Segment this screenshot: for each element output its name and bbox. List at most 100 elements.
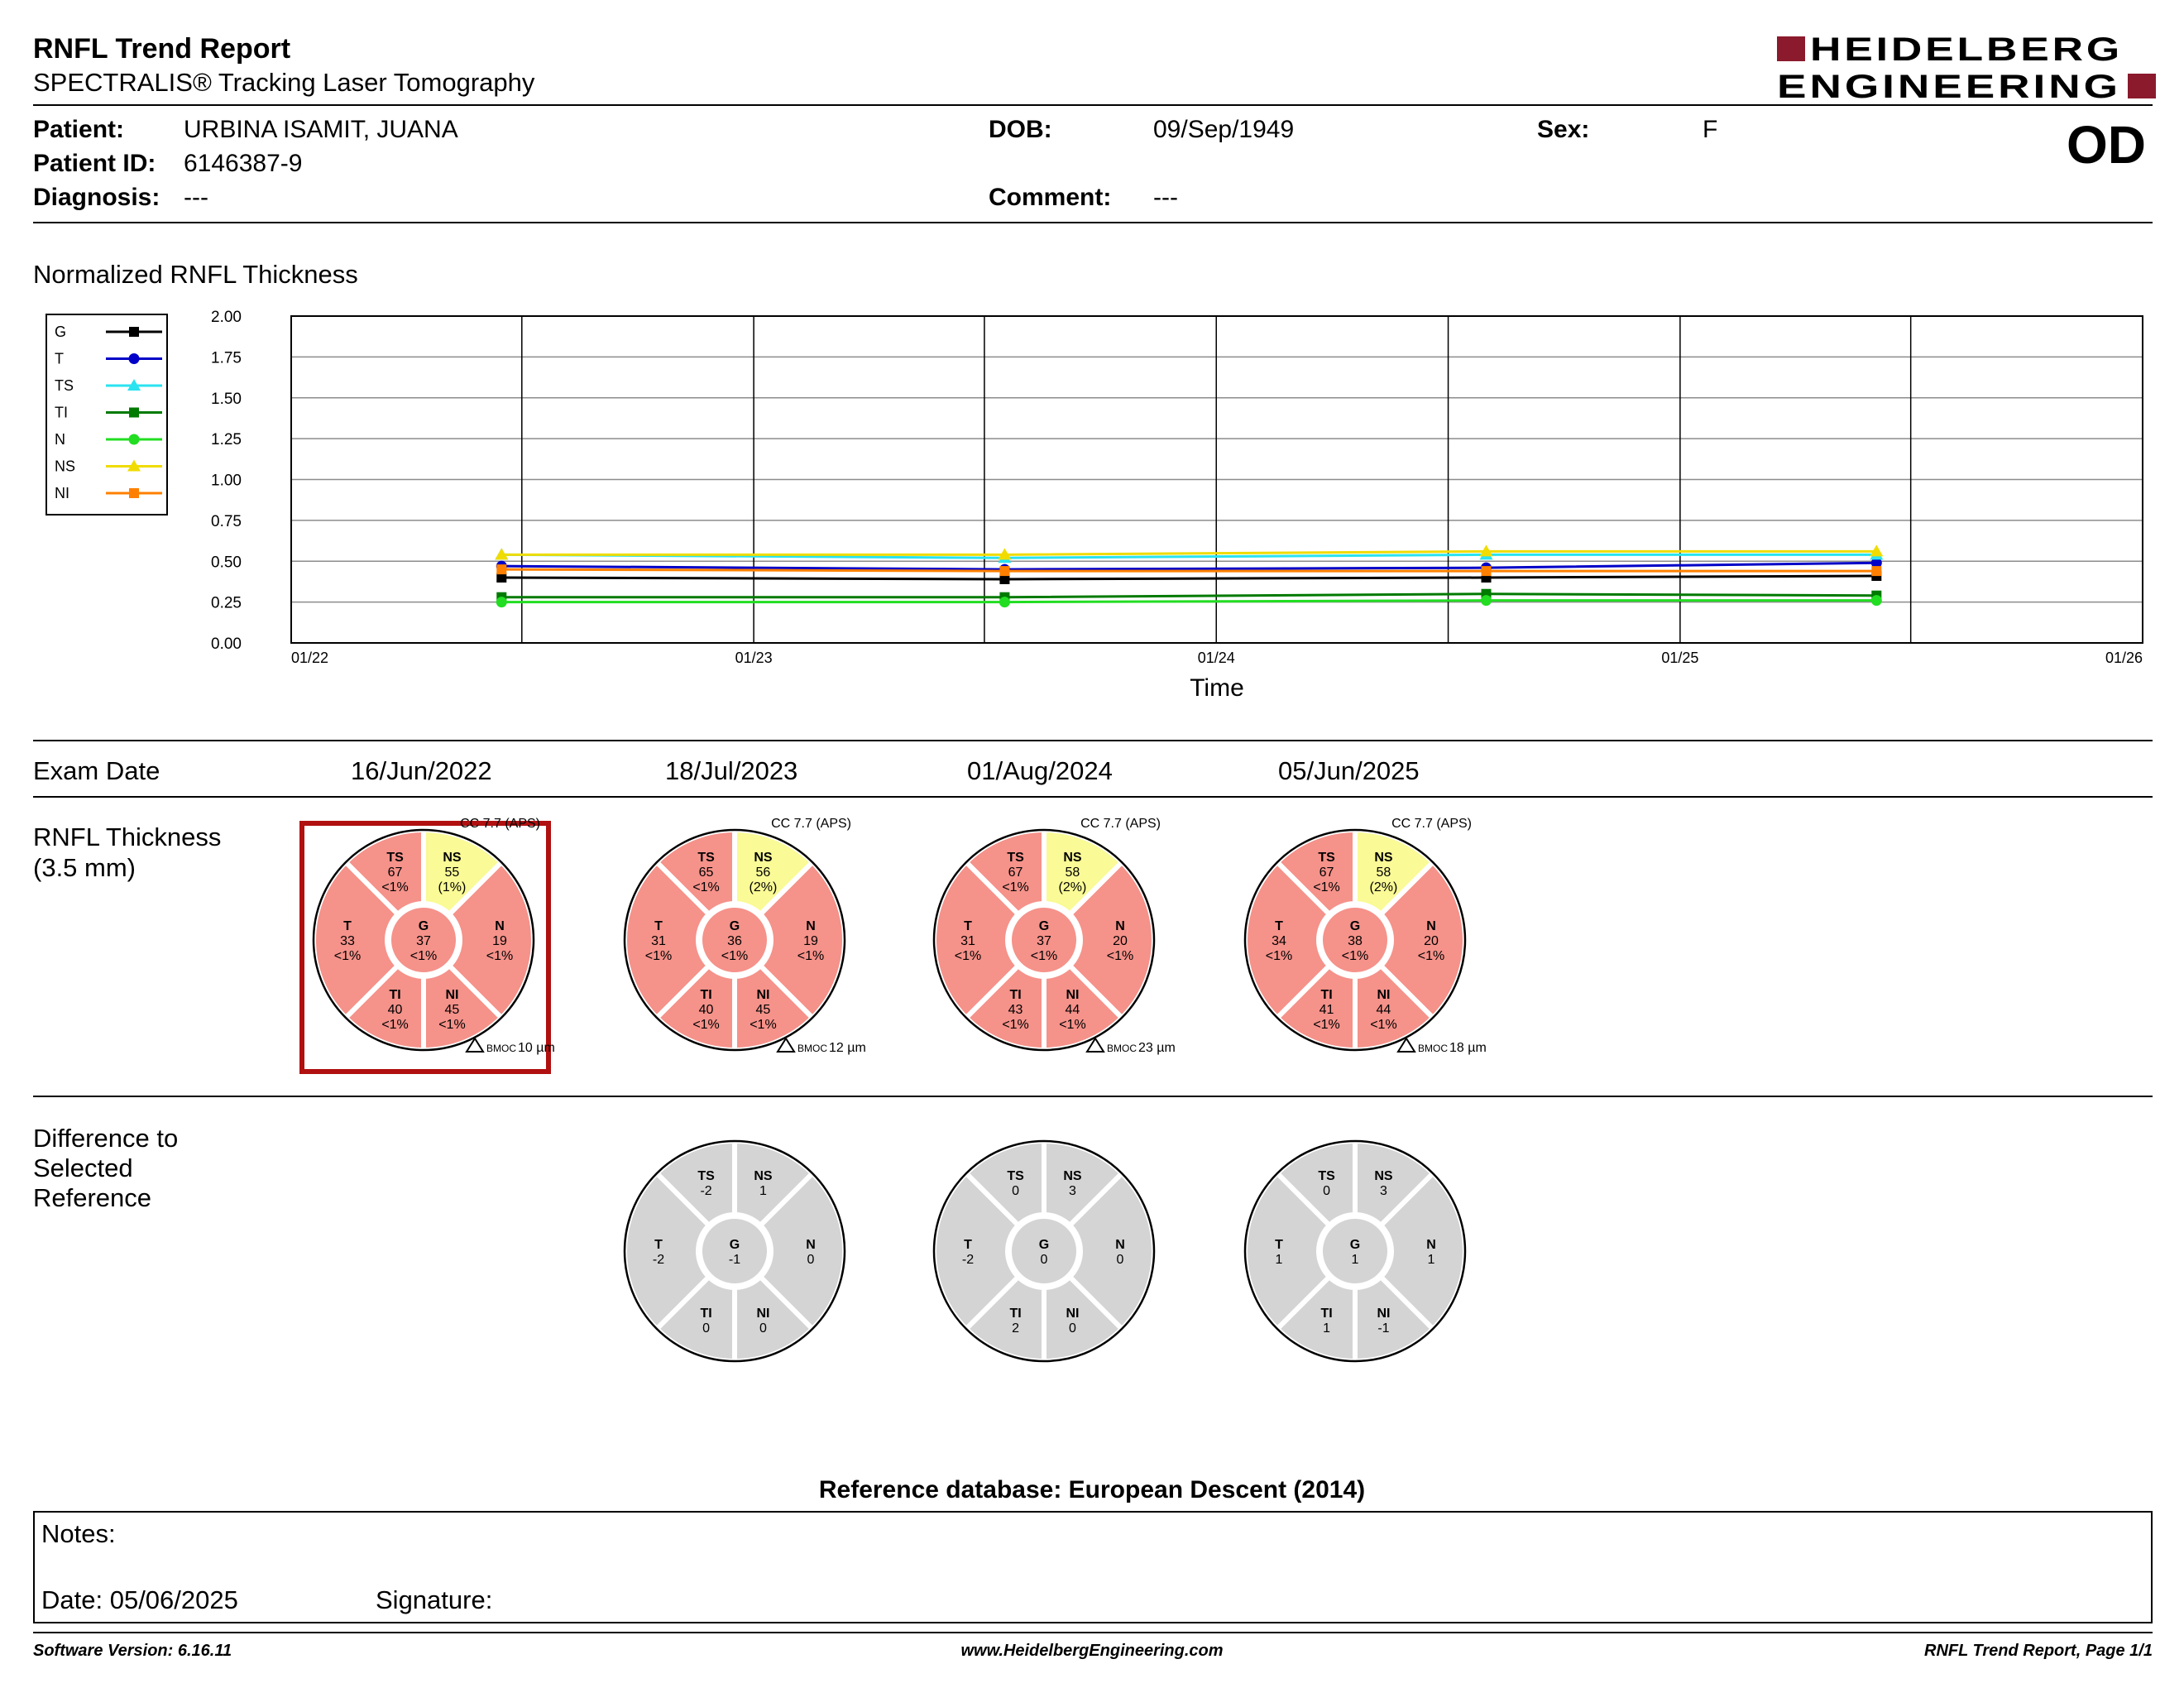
diff-4-text-g: G — [1350, 1238, 1360, 1252]
rnfl-1-text-g: 37 — [416, 934, 431, 948]
diff-2-text-n: 0 — [807, 1253, 815, 1267]
diff-2-sector-g — [697, 1214, 772, 1288]
rnfl-3-text-ns: 58 — [1066, 866, 1080, 880]
rnfl-4-text-ni: 44 — [1377, 1003, 1391, 1017]
diff-3-text-g: 0 — [1041, 1253, 1048, 1267]
rnfl-2-text-ns: NS — [754, 851, 773, 865]
exam-date-4: 05/Jun/2025 — [1278, 756, 1420, 785]
rnfl-2-text-ti: TI — [700, 988, 711, 1002]
logo-square-top — [1777, 36, 1805, 61]
legend-marker-ns — [127, 459, 141, 472]
exam-date-2: 18/Jul/2023 — [665, 756, 798, 785]
difference-label-3: Reference — [33, 1183, 152, 1212]
rnfl-3-text-t: <1% — [955, 949, 981, 963]
divider — [33, 104, 2153, 106]
rnfl-1-text-ni: NI — [445, 988, 458, 1002]
data-point-ni — [999, 566, 1010, 577]
rnfl-4-text-g: G — [1350, 919, 1360, 933]
series-line-ni — [501, 568, 1877, 573]
rnfl-4-text-n: 20 — [1424, 934, 1439, 948]
rnfl-1-sector-g — [386, 903, 461, 977]
software-version: Software Version: 6.16.11 — [33, 1642, 232, 1660]
diff-3-text-ts: TS — [1007, 1169, 1024, 1183]
data-point-g — [999, 573, 1010, 584]
signature-label: Signature: — [376, 1585, 493, 1614]
y-tick-label: 2.00 — [211, 309, 242, 326]
rnfl-2-sector-g — [697, 903, 772, 977]
rnfl-2-text-ts: 65 — [699, 866, 714, 880]
diff-3-text-ti: 2 — [1012, 1321, 1019, 1336]
page-number: RNFL Trend Report, Page 1/1 — [1924, 1642, 2153, 1660]
rnfl-4-text-ns: (2%) — [1370, 880, 1398, 894]
report-title: RNFL Trend Report — [33, 33, 291, 65]
rnfl-2-text-ti: 40 — [699, 1003, 714, 1017]
sex-value: F — [1703, 116, 1718, 143]
legend-marker-n — [128, 434, 140, 445]
rnfl-3-text-ni: 44 — [1066, 1003, 1080, 1017]
diff-4-text-ns: NS — [1374, 1169, 1393, 1183]
rnfl-3-text-ti: 43 — [1008, 1003, 1023, 1017]
diff-2-text-g: G — [730, 1238, 740, 1252]
diff-4-outline — [1243, 1139, 1467, 1363]
diff-3-text-t: -2 — [962, 1253, 974, 1267]
data-point-ni — [1481, 566, 1492, 577]
data-point-ns — [495, 548, 509, 560]
diff-2-text-ni: NI — [756, 1307, 769, 1321]
rnfl-3-text-ti: <1% — [1002, 1018, 1028, 1032]
rnfl-4-text-t: T — [1275, 919, 1283, 933]
rnfl-1-text-ts: <1% — [381, 880, 408, 894]
rnfl-1-text-ni: 45 — [445, 1003, 460, 1017]
rnfl-3-text-ti: TI — [1009, 988, 1021, 1002]
rnfl-4-text-ts: TS — [1318, 851, 1335, 865]
y-tick-label: 1.50 — [211, 391, 242, 408]
series-line-ts — [501, 553, 1877, 559]
diff-2-text-ti: TI — [700, 1307, 711, 1321]
x-tick-label: 01/22 — [291, 650, 328, 666]
legend-marker-ti — [129, 407, 139, 418]
report-subtitle: SPECTRALIS® Tracking Laser Tomography — [33, 68, 535, 97]
diff-2-text-ns: NS — [754, 1169, 773, 1183]
rnfl-1-text-ti: TI — [389, 988, 400, 1002]
rnfl-2-text-ti: <1% — [692, 1018, 719, 1032]
rnfl-3-text-g: G — [1039, 919, 1049, 933]
series-line-ti — [501, 592, 1877, 599]
rnfl-3-text-ts: TS — [1007, 851, 1024, 865]
rnfl-2-text-t: <1% — [645, 949, 672, 963]
rnfl-3-text-ni: <1% — [1059, 1018, 1085, 1032]
diff-2-text-ti: 0 — [702, 1321, 710, 1336]
rnfl-1-text-n: N — [495, 919, 505, 933]
patient-name: URBINA ISAMIT, JUANA — [184, 116, 458, 143]
legend-label-ns: NS — [55, 458, 75, 475]
website-link[interactable]: www.HeidelbergEngineering.com — [960, 1642, 1224, 1660]
rnfl-3-text-ns: NS — [1063, 851, 1082, 865]
data-point-n — [1481, 595, 1492, 607]
diff-2-text-ns: 1 — [759, 1184, 767, 1198]
rnfl-4-text-ts: <1% — [1313, 880, 1339, 894]
divider — [33, 222, 2153, 223]
diff-4-sector-g — [1318, 1214, 1392, 1288]
series-line-ns — [501, 549, 1877, 556]
bmoc-value: 10 µm — [518, 1041, 555, 1055]
diff-2-text-ni: 0 — [759, 1321, 767, 1336]
diagnosis-value: --- — [184, 184, 208, 211]
divider — [33, 740, 2153, 741]
data-point-n — [1870, 595, 1882, 607]
bmoc-label: BMOC — [1107, 1043, 1137, 1054]
rnfl-1-text-ts: 67 — [388, 866, 403, 880]
exam-date-1: 16/Jun/2022 — [351, 756, 492, 785]
rnfl-thickness-label: RNFL Thickness — [33, 822, 222, 851]
notes-box[interactable]: Notes: Date: 05/06/2025 Signature: — [33, 1511, 2153, 1623]
rnfl-3-text-ts: <1% — [1002, 880, 1028, 894]
diff-3-text-ns: 3 — [1069, 1184, 1076, 1198]
diff-4-text-n: N — [1426, 1238, 1436, 1252]
comment-value: --- — [1153, 184, 1178, 211]
rnfl-3-text-g: <1% — [1031, 949, 1057, 963]
legend-label-ni: NI — [55, 485, 69, 501]
diff-4-text-ts: 0 — [1323, 1184, 1330, 1198]
data-point-g — [496, 573, 507, 583]
patient-id-label: Patient ID: — [33, 150, 156, 177]
diff-2-text-ts: TS — [697, 1169, 715, 1183]
legend-marker-ni — [129, 488, 139, 498]
rnfl-2-text-g: 36 — [727, 934, 742, 948]
difference-sector-charts: G-1N0NS1TS-2T-2TI0NI0G0N0NS3TS0T-2TI2NI0… — [622, 1139, 1468, 1364]
